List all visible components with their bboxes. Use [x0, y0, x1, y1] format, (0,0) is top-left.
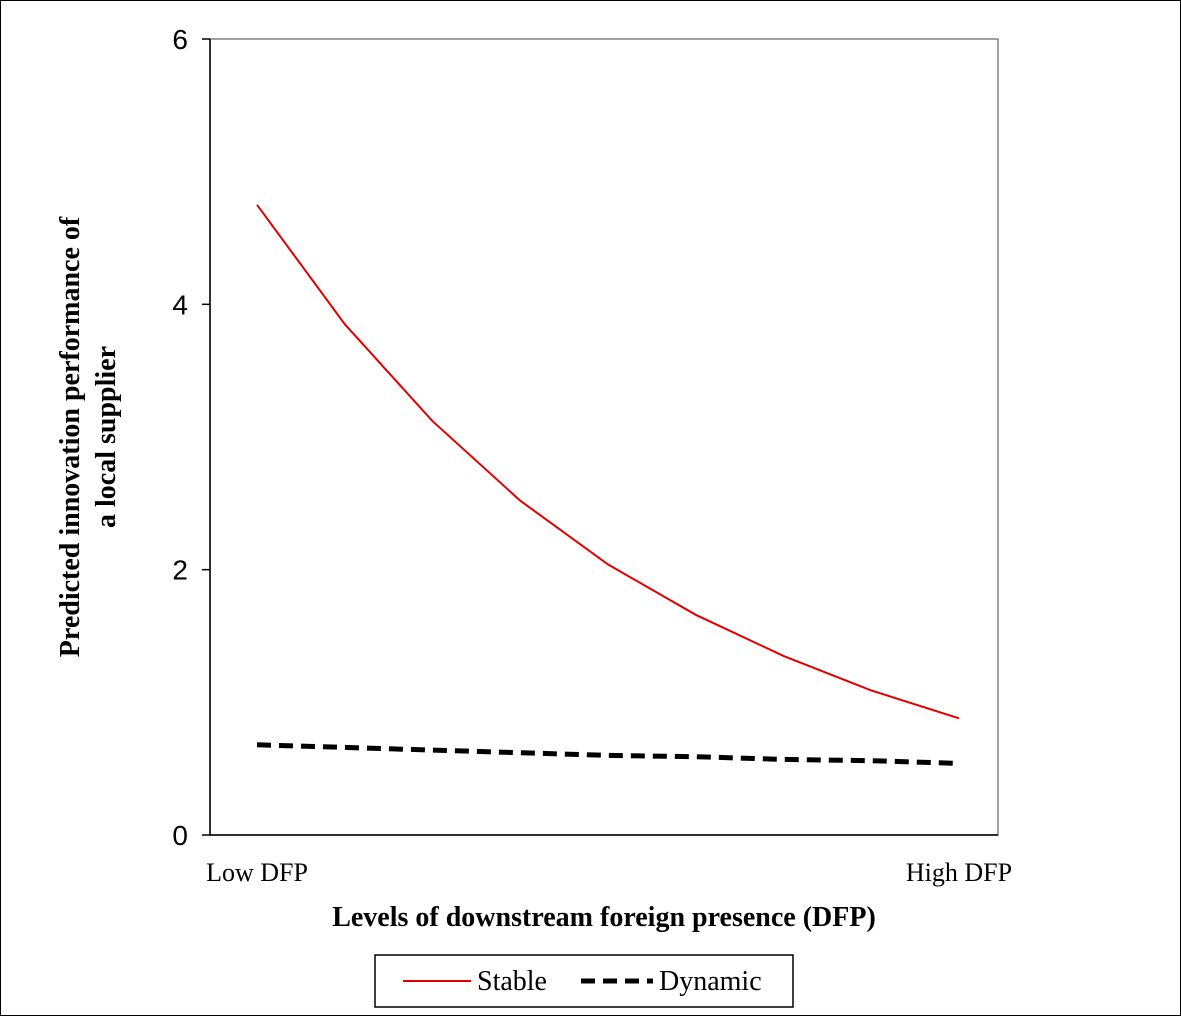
legend-label-stable: Stable — [477, 966, 547, 997]
legend-label-dynamic: Dynamic — [659, 966, 762, 997]
plot-area — [209, 38, 999, 836]
x-category-low: Low DFP — [206, 858, 308, 887]
y-tick-label-2: 4 — [172, 289, 188, 320]
series-line-dynamic — [256, 742, 960, 766]
y-axis-title: Predicted innovation performance of a lo… — [55, 216, 122, 657]
y-tick-label-3: 6 — [172, 24, 188, 55]
x-axis-title: Levels of downstream foreign presence (D… — [332, 902, 876, 933]
x-category-high: High DFP — [906, 858, 1012, 887]
y-axis-title-line-2: a local supplier — [91, 346, 122, 528]
y-tick-label-1: 2 — [172, 555, 188, 586]
y-axis-ticks: 0 2 4 6 — [172, 24, 210, 851]
series-line-stable — [256, 204, 960, 720]
legend: Stable Dynamic — [374, 954, 794, 1008]
series-lines — [256, 204, 960, 766]
y-axis-title-line-1: Predicted innovation performance of — [55, 216, 86, 657]
y-tick-label-0: 0 — [172, 820, 188, 851]
